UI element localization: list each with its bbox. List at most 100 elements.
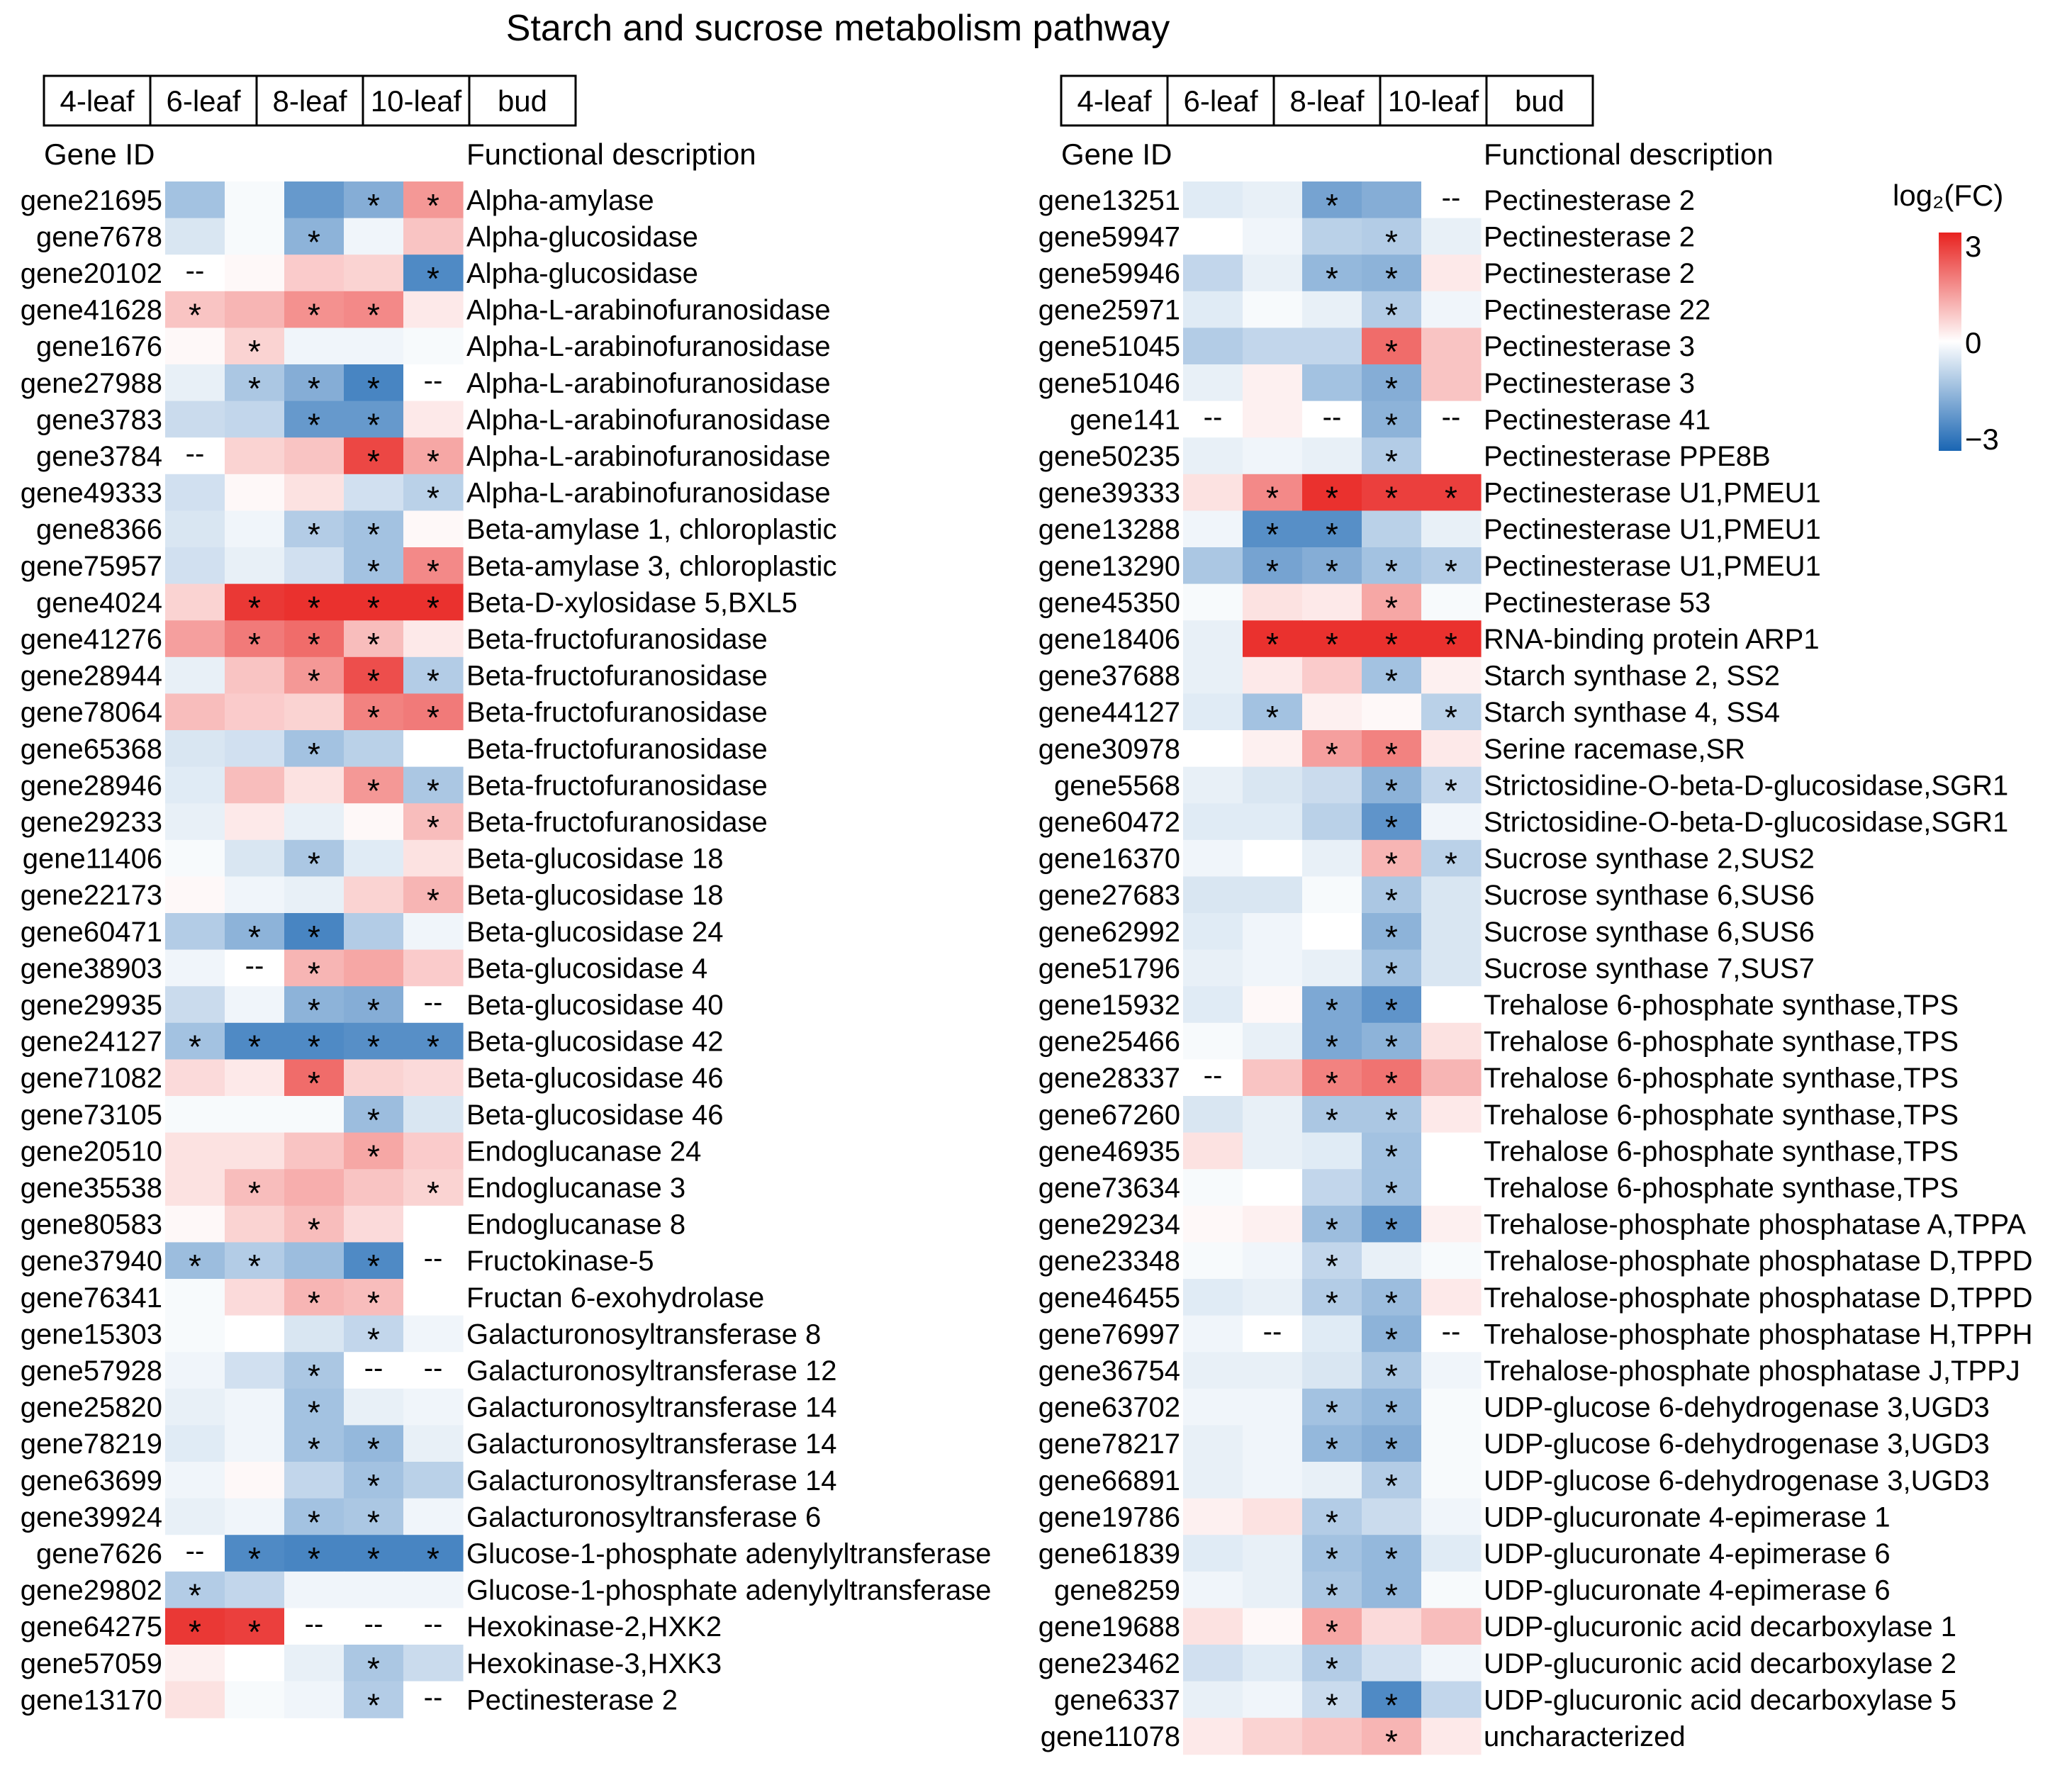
heatmap-cell	[225, 1315, 285, 1353]
heatmap-cell	[1362, 1205, 1422, 1243]
heatmap-cell	[1302, 291, 1362, 328]
heatmap-cell	[1183, 693, 1243, 731]
heatmap-cell	[284, 364, 345, 402]
heatmap-cell	[284, 437, 345, 475]
heatmap-cell	[403, 1608, 464, 1645]
heatmap-cell	[344, 1169, 404, 1207]
heatmap-cell	[1243, 1022, 1303, 1060]
heatmap-cell	[1362, 1425, 1422, 1462]
heatmap-cell	[284, 1645, 345, 1682]
heatmap-cell	[1302, 839, 1362, 877]
heatmap-cell	[1183, 1205, 1243, 1243]
significance-marker: *	[1326, 1212, 1338, 1248]
functional-description-label: UDP-glucuronate 4-epimerase 6	[1484, 1575, 1891, 1606]
heatmap-cell	[1421, 1132, 1482, 1170]
heatmap-cell	[1243, 364, 1303, 402]
functional-description-label: Trehalose-phosphate phosphatase H,TPPH	[1484, 1319, 2033, 1350]
heatmap-cell	[1362, 1498, 1422, 1535]
heatmap-cell	[225, 1205, 285, 1243]
heatmap-cell	[165, 218, 225, 255]
column-header-box	[1379, 74, 1488, 127]
missing-value-marker: --	[424, 1682, 443, 1713]
gene-id-label: gene20102	[21, 258, 162, 289]
column-header-6-leaf: 6-leaf	[1183, 84, 1258, 118]
heatmap-cell	[1362, 1571, 1422, 1608]
heatmap-cell	[1362, 1279, 1422, 1316]
significance-marker: *	[1266, 626, 1279, 663]
functional-description-label: Alpha-glucosidase	[466, 258, 698, 289]
heatmap-cell	[1421, 401, 1482, 438]
heatmap-cell	[1183, 949, 1243, 987]
heatmap-cell	[403, 1205, 464, 1243]
heatmap-cell	[165, 1388, 225, 1426]
significance-marker: *	[1385, 1431, 1398, 1467]
column-header-10-leaf: 10-leaf	[1388, 84, 1479, 118]
heatmap-cell	[225, 437, 285, 475]
functional-description-label: Alpha-L-arabinofuranosidase	[466, 331, 831, 362]
heatmap-cell	[165, 1132, 225, 1170]
heatmap-cell	[225, 1169, 285, 1207]
heatmap-cell	[1302, 913, 1362, 951]
gene-id-label: gene21695	[21, 185, 162, 216]
heatmap-cell	[165, 1242, 225, 1280]
heatmap-cell	[1362, 876, 1422, 914]
heatmap-cell	[403, 1315, 464, 1353]
heatmap-cell	[1362, 364, 1422, 402]
heatmap-cell	[1302, 510, 1362, 548]
heatmap-cell	[225, 1352, 285, 1389]
heatmap-cell	[225, 401, 285, 438]
missing-value-marker: --	[186, 255, 205, 286]
heatmap-cell	[403, 510, 464, 548]
gene-id-label: gene3783	[36, 404, 162, 435]
heatmap-cell	[1362, 949, 1422, 987]
heatmap-cell	[344, 583, 404, 621]
gene-id-label: gene37688	[1038, 661, 1180, 692]
legend-max-label: 3	[1965, 230, 1981, 263]
heatmap-cell	[284, 474, 345, 511]
heatmap-cell	[403, 620, 464, 658]
heatmap-cell	[344, 1132, 404, 1170]
significance-marker: *	[1326, 736, 1338, 773]
functional-description-label: Trehalose 6-phosphate synthase,TPS	[1484, 1063, 1959, 1094]
functional-description-label: Pectinesterase PPE8B	[1484, 441, 1771, 472]
heatmap-cell	[1302, 1535, 1362, 1572]
significance-marker: *	[1385, 443, 1398, 480]
functional-description-label: Starch synthase 2, SS2	[1484, 661, 1780, 692]
gene-id-label: gene16370	[1038, 844, 1180, 875]
significance-marker: *	[1326, 480, 1338, 517]
heatmap-cell	[1183, 803, 1243, 841]
heatmap-cell	[1302, 1096, 1362, 1134]
heatmap-cell	[344, 949, 404, 987]
heatmap-cell	[1362, 693, 1422, 731]
heatmap-cell	[165, 1608, 225, 1645]
significance-marker: *	[367, 992, 380, 1029]
functional-description-label: Galacturonosyltransferase 8	[466, 1319, 821, 1350]
functional-description-label: UDP-glucuronic acid decarboxylase 1	[1484, 1611, 1956, 1643]
heatmap-cell	[1183, 1242, 1243, 1280]
missing-value-marker: --	[424, 1243, 443, 1274]
column-header-box	[468, 74, 577, 127]
heatmap-cell	[1362, 218, 1422, 255]
heatmap-cell	[403, 1462, 464, 1499]
heatmap-cell	[1302, 437, 1362, 475]
heatmap-cell	[403, 547, 464, 585]
functional-description-label: Alpha-L-arabinofuranosidase	[466, 368, 831, 399]
gene-id-label: gene28944	[21, 661, 162, 692]
functional-description-label: Beta-fructofuranosidase	[466, 770, 768, 801]
heatmap-cell	[1421, 1425, 1482, 1462]
heatmap-cell	[1243, 986, 1303, 1024]
functional-description-label: Pectinesterase 2	[1484, 185, 1695, 216]
heatmap-cell	[1302, 328, 1362, 365]
functional-description-label: Hexokinase-2,HXK2	[466, 1611, 722, 1643]
heatmap-cell	[284, 1096, 345, 1134]
heatmap-cell	[284, 839, 345, 877]
functional-description-label: Pectinesterase U1,PMEU1	[1484, 551, 1821, 582]
heatmap-cell	[225, 547, 285, 585]
heatmap-cell	[1362, 510, 1422, 548]
heatmap-cell	[403, 1645, 464, 1682]
significance-marker: *	[189, 1577, 201, 1614]
heatmap-cell	[344, 1608, 404, 1645]
heatmap-cell	[1362, 1681, 1422, 1718]
gene-id-label: gene13170	[21, 1684, 162, 1716]
heatmap-cell	[1243, 839, 1303, 877]
